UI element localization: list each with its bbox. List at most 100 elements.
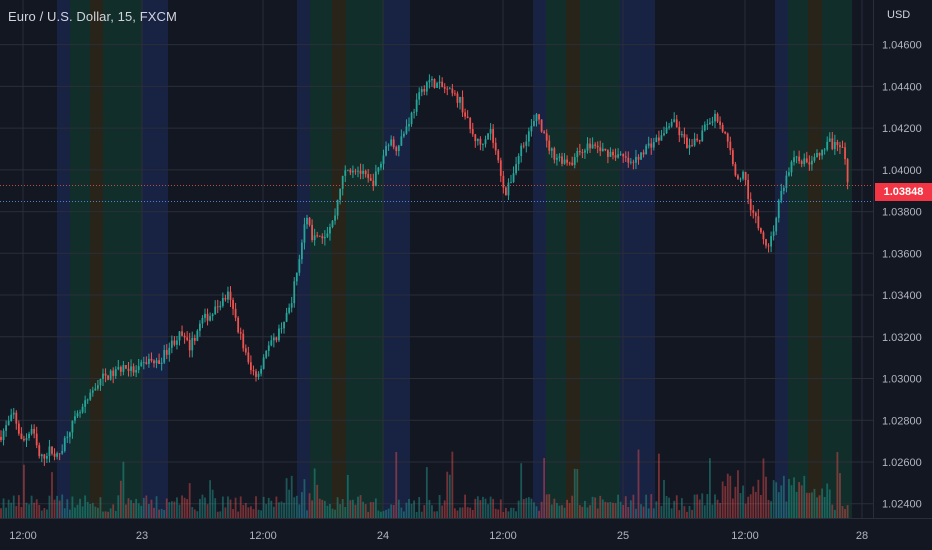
candle-body bbox=[566, 159, 568, 163]
volume-bar bbox=[102, 511, 104, 518]
volume-bar bbox=[387, 508, 390, 518]
candle-body bbox=[58, 453, 61, 455]
candle-body bbox=[81, 406, 84, 413]
volume-bar bbox=[731, 498, 734, 518]
candle-body bbox=[446, 88, 449, 90]
volume-bar bbox=[604, 501, 607, 518]
candle-body bbox=[418, 92, 421, 100]
candle-body bbox=[199, 323, 201, 331]
session-band-12 bbox=[566, 0, 580, 518]
volume-bar bbox=[5, 507, 7, 518]
volume-bar bbox=[91, 502, 94, 518]
volume-bar bbox=[709, 458, 711, 518]
volume-bar bbox=[346, 474, 349, 518]
volume-bar bbox=[683, 506, 686, 518]
volume-bar bbox=[244, 503, 247, 518]
volume-bar bbox=[168, 502, 171, 518]
volume-bar bbox=[448, 474, 451, 518]
candle-body bbox=[505, 187, 507, 196]
time-axis[interactable]: 12:00 23 12:00 24 12:00 25 12:00 28 bbox=[0, 518, 932, 550]
volume-bar bbox=[614, 503, 617, 518]
volume-bar bbox=[833, 509, 836, 518]
candle-body bbox=[556, 157, 558, 160]
candle-body bbox=[770, 236, 772, 247]
candle-body bbox=[482, 144, 484, 145]
candle-body bbox=[443, 86, 446, 89]
volume-bar bbox=[464, 494, 466, 518]
y-tick-label-4: 1.03200 bbox=[882, 332, 922, 344]
volume-bar bbox=[471, 509, 474, 518]
y-tick-label-10: 1.04400 bbox=[882, 81, 922, 93]
candle-body bbox=[2, 430, 5, 441]
candle-body bbox=[828, 138, 831, 142]
candle-body bbox=[494, 142, 497, 151]
volume-bar bbox=[224, 507, 227, 518]
volume-bar bbox=[53, 499, 56, 518]
volume-bar bbox=[15, 506, 18, 518]
volume-bar bbox=[390, 504, 393, 518]
candle-body bbox=[237, 317, 240, 333]
candle-body bbox=[800, 161, 803, 164]
candle-body bbox=[61, 450, 64, 454]
candle-body bbox=[739, 178, 742, 180]
volume-bar bbox=[836, 452, 839, 518]
candle-body bbox=[571, 162, 574, 165]
candle-body bbox=[257, 373, 260, 377]
candle-body bbox=[224, 298, 227, 300]
volume-bar bbox=[762, 458, 765, 518]
candle-body bbox=[160, 362, 163, 364]
volume-bar bbox=[823, 496, 826, 518]
candle-body bbox=[754, 212, 757, 217]
candle-body bbox=[38, 445, 41, 457]
volume-bar bbox=[492, 498, 495, 518]
volume-bar bbox=[489, 496, 492, 518]
candle-body bbox=[831, 138, 834, 150]
candle-body bbox=[119, 367, 122, 372]
volume-bar bbox=[703, 505, 706, 518]
volume-bar bbox=[275, 496, 278, 518]
volume-bar bbox=[199, 498, 201, 518]
volume-bar bbox=[7, 499, 10, 518]
volume-bar bbox=[658, 453, 660, 518]
candle-body bbox=[242, 333, 245, 349]
volume-bar bbox=[747, 496, 750, 518]
volume-bar bbox=[135, 498, 138, 518]
currency-label[interactable]: USD bbox=[887, 9, 911, 21]
candle-body bbox=[68, 432, 71, 437]
candle-body bbox=[436, 83, 438, 88]
candle-body bbox=[655, 137, 658, 143]
candle-body bbox=[749, 198, 752, 211]
volume-bar bbox=[601, 499, 604, 518]
volume-bar bbox=[395, 451, 398, 518]
volume-bar bbox=[10, 502, 13, 518]
candle-body bbox=[614, 155, 617, 158]
candle-body bbox=[79, 412, 81, 414]
volume-bar bbox=[242, 505, 245, 518]
volume-bar bbox=[632, 494, 635, 518]
candle-body bbox=[295, 272, 298, 282]
candle-body bbox=[89, 392, 92, 400]
volume-bar bbox=[359, 495, 362, 518]
candle-body bbox=[334, 215, 336, 221]
candle-body bbox=[489, 129, 492, 134]
session-background-bands bbox=[57, 0, 852, 518]
volume-bar bbox=[527, 497, 530, 518]
volume-bar bbox=[525, 498, 528, 518]
volume-bar bbox=[43, 508, 46, 518]
volume-bar bbox=[125, 504, 127, 518]
volume-bar bbox=[479, 500, 482, 518]
volume-bar bbox=[173, 501, 176, 518]
candle-body bbox=[364, 170, 367, 175]
volume-bar bbox=[706, 494, 709, 518]
candle-body bbox=[17, 423, 20, 434]
volume-bar bbox=[357, 496, 359, 518]
volume-bar bbox=[63, 508, 66, 518]
candle-body bbox=[239, 332, 242, 334]
candle-body bbox=[515, 164, 517, 174]
candle-body bbox=[545, 133, 548, 141]
candle-body bbox=[798, 156, 801, 162]
candle-body bbox=[313, 235, 316, 241]
price-axis[interactable]: 1.02400 1.02600 1.02800 1.03000 1.03200 1.034… bbox=[873, 0, 932, 550]
volume-bar bbox=[2, 498, 5, 518]
